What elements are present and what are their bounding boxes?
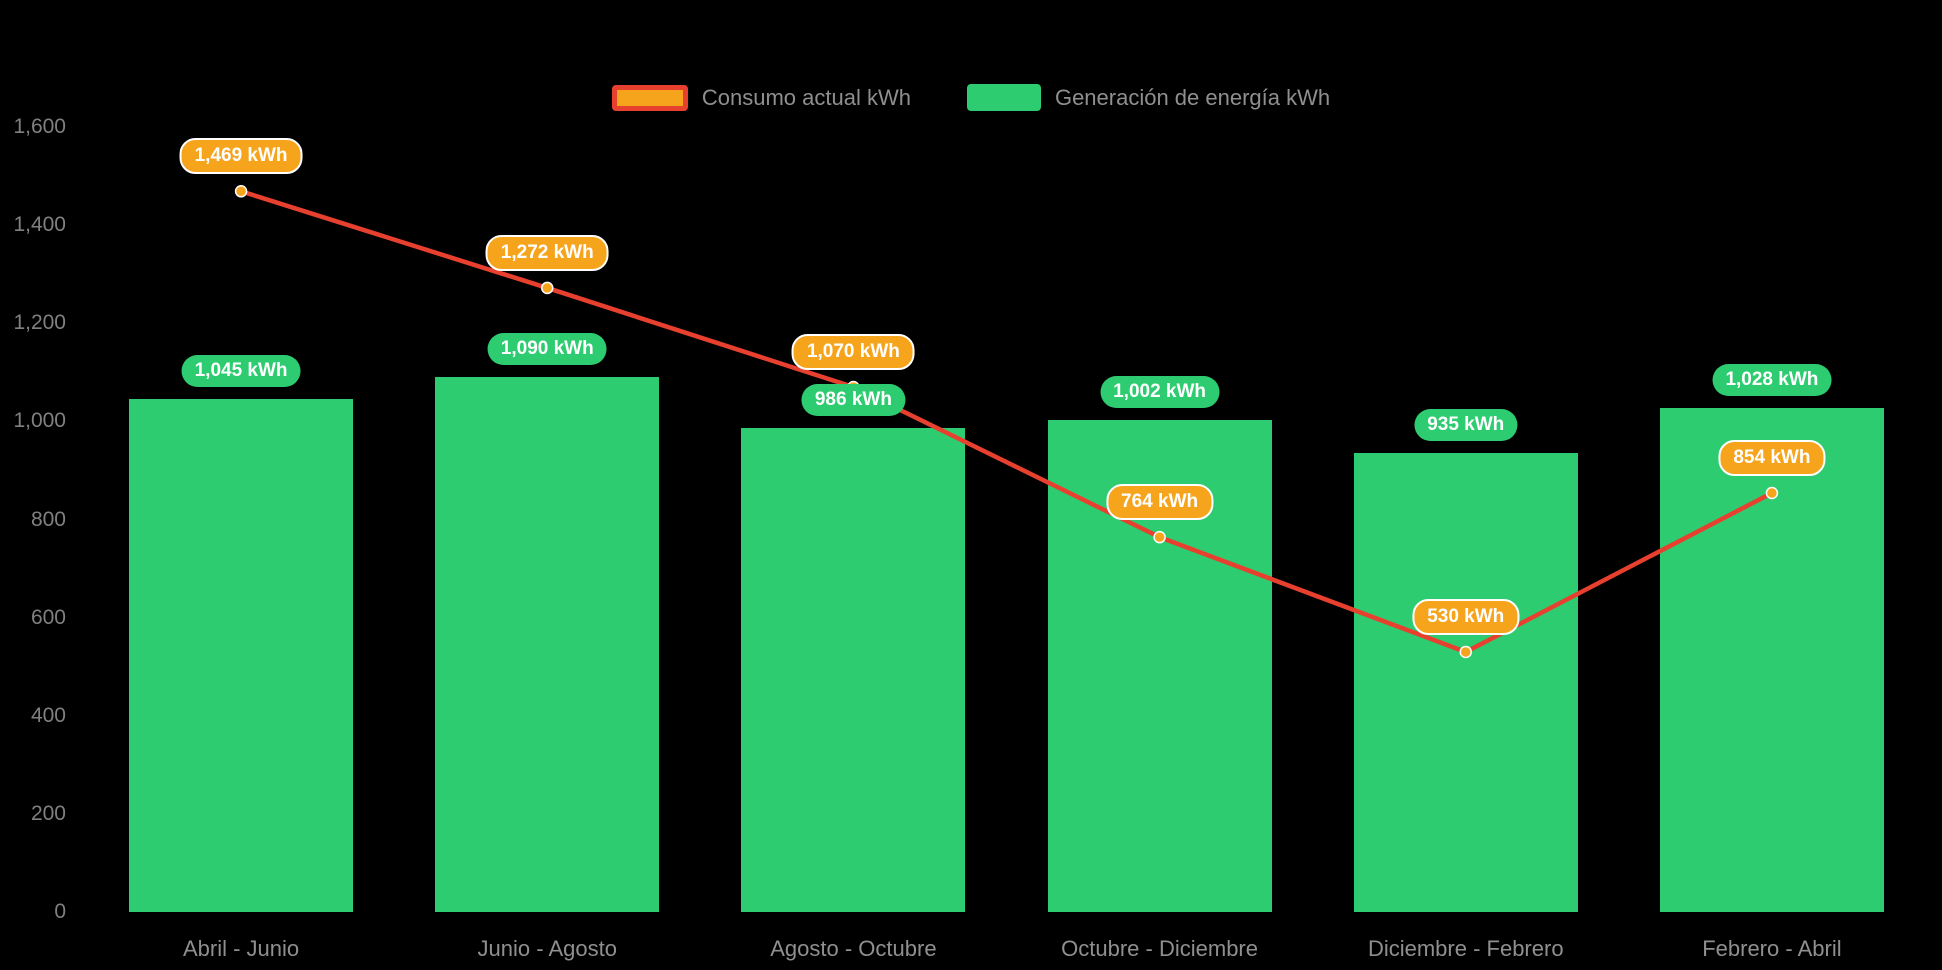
- generacion-value-badge: 986 kWh: [801, 384, 905, 417]
- y-tick-label: 1,400: [13, 213, 66, 237]
- legend-label-generacion: Generación de energía kWh: [1054, 84, 1331, 110]
- y-tick-label: 1,000: [13, 409, 66, 433]
- y-tick-label: 800: [30, 507, 66, 531]
- y-tick-label: 600: [30, 605, 66, 629]
- x-category-label: Diciembre - Febrero: [1367, 936, 1564, 961]
- x-category-label: Abril - Junio: [183, 936, 300, 961]
- x-category-label: Febrero - Abril: [1702, 936, 1842, 961]
- generacion-value-badge: 1,090 kWh: [487, 333, 607, 366]
- consumo-value-badge: 854 kWh: [1718, 440, 1826, 477]
- legend-item-consumo[interactable]: Consumo actual kWh: [611, 84, 911, 111]
- legend-swatch-generacion-icon: [966, 84, 1041, 111]
- legend-label-consumo: Consumo actual kWh: [701, 84, 911, 110]
- y-tick-label: 1,600: [13, 115, 66, 138]
- legend-item-generacion[interactable]: Generación de energía kWh: [966, 84, 1331, 111]
- consumo-value-badge: 1,469 kWh: [179, 138, 303, 175]
- y-tick-label: 400: [30, 703, 66, 727]
- generacion-value-badge: 1,045 kWh: [181, 355, 301, 388]
- generacion-value-badge: 935 kWh: [1414, 409, 1518, 442]
- generacion-value-badge: 1,028 kWh: [1712, 363, 1832, 396]
- generacion-value-badge: 1,002 kWh: [1100, 376, 1220, 409]
- y-tick-label: 0: [54, 900, 66, 923]
- x-category-label: Agosto - Octubre: [770, 936, 937, 961]
- y-tick-label: 200: [30, 801, 66, 825]
- consumo-value-badge: 1,070 kWh: [791, 334, 915, 371]
- chart-legend: Consumo actual kWh Generación de energía…: [0, 84, 1942, 111]
- y-tick-label: 1,200: [13, 311, 66, 335]
- consumo-value-badge: 764 kWh: [1106, 484, 1214, 521]
- x-category-label: Octubre - Diciembre: [1061, 936, 1258, 961]
- consumo-value-badge: 1,272 kWh: [485, 234, 609, 271]
- consumo-value-badge: 530 kWh: [1412, 598, 1520, 635]
- legend-swatch-consumo-icon: [611, 84, 688, 111]
- x-category-label: Junio - Agosto: [477, 936, 617, 961]
